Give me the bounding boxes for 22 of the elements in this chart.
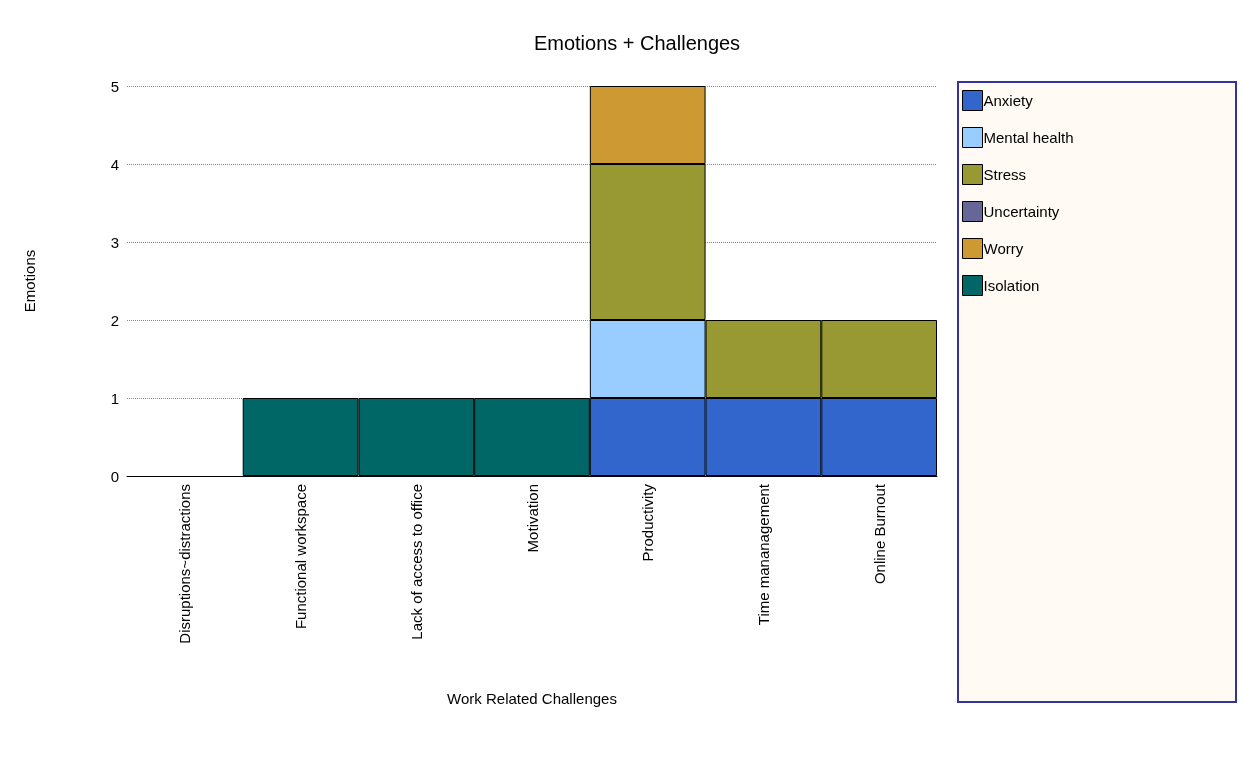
y-axis-title: Emotions (21, 249, 38, 313)
x-tick-label: Motivation (523, 484, 541, 553)
x-tick-label: Online Burnout (870, 483, 888, 585)
chart-title: Emotions + Challenges (533, 32, 741, 54)
x-tick-label: Functional workspace (292, 484, 310, 630)
y-tick-label: 4 (110, 155, 119, 173)
x-tick-label: Time mananagement (754, 483, 772, 626)
x-tick-label: Disruptions~distractions (176, 484, 194, 644)
legend-label: Anxiety (983, 92, 1034, 109)
y-tick-label: 3 (110, 233, 119, 251)
y-tick-label: 0 (110, 467, 119, 485)
legend-label: Isolation (983, 277, 1040, 294)
x-axis-title: Work Related Challenges (447, 690, 617, 707)
legend-label: Worry (983, 240, 1024, 257)
x-tick-label: Productivity (639, 483, 657, 562)
y-tick-label: 5 (110, 77, 119, 95)
legend-label: Stress (983, 166, 1027, 183)
x-tick-label: Lack of access to office (407, 484, 425, 640)
y-tick-label: 2 (110, 311, 119, 329)
legend-label: Mental health (983, 129, 1074, 146)
y-tick-label: 1 (110, 389, 119, 407)
legend-label: Uncertainty (983, 203, 1060, 220)
